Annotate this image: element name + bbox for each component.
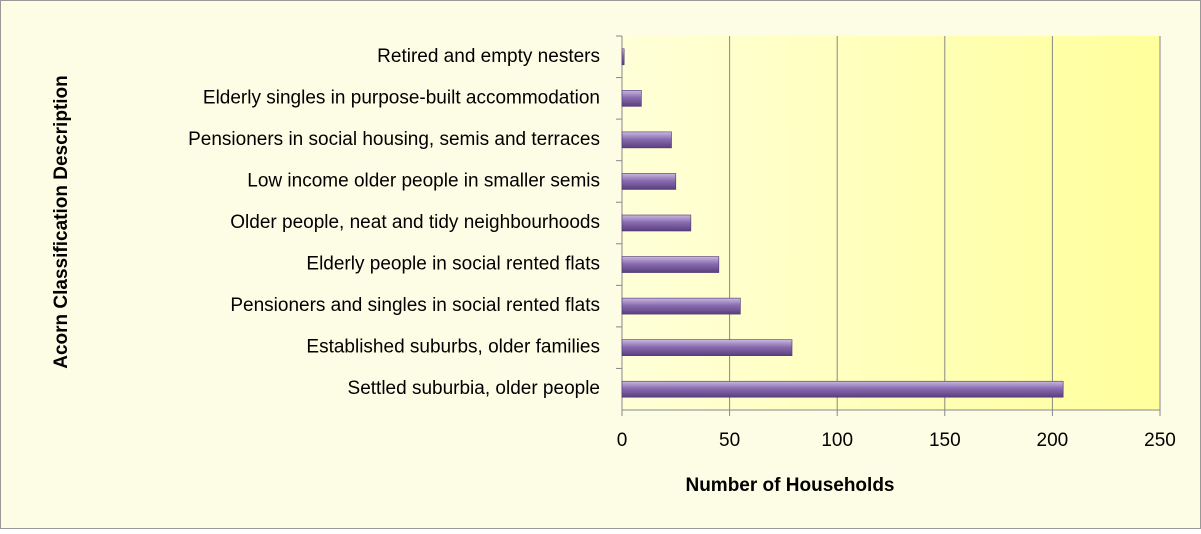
x-tick-label: 0	[617, 430, 628, 451]
x-tick-label: 50	[719, 430, 740, 451]
bar	[621, 297, 741, 315]
y-tick-label: Retired and empty nesters	[377, 46, 600, 67]
y-axis-title: Acorn Classification Description	[51, 75, 72, 369]
bar	[621, 173, 677, 190]
y-tick-label: Elderly singles in purpose-built accommo…	[203, 87, 600, 108]
x-tick-label: 150	[929, 430, 961, 451]
y-tick-label: Elderly people in social rented flats	[306, 254, 600, 275]
bar	[621, 256, 720, 273]
y-tick-label: Pensioners in social housing, semis and …	[188, 129, 600, 150]
bar	[621, 48, 625, 66]
x-tick-label: 250	[1144, 430, 1176, 451]
bar	[621, 90, 642, 107]
bar	[621, 380, 1064, 398]
x-tick-label: 200	[1037, 430, 1069, 451]
y-tick-label: Pensioners and singles in social rented …	[230, 295, 600, 316]
x-tick-label: 100	[821, 430, 853, 451]
y-tick-label: Established suburbs, older families	[306, 337, 600, 358]
y-tick-label: Older people, neat and tidy neighbourhoo…	[230, 212, 600, 233]
bar	[621, 131, 672, 149]
y-tick-label: Low income older people in smaller semis	[247, 170, 600, 191]
y-tick-label: Settled suburbia, older people	[348, 378, 600, 399]
bar	[621, 339, 793, 356]
bar	[621, 214, 692, 232]
x-axis-title: Number of Households	[685, 475, 894, 496]
